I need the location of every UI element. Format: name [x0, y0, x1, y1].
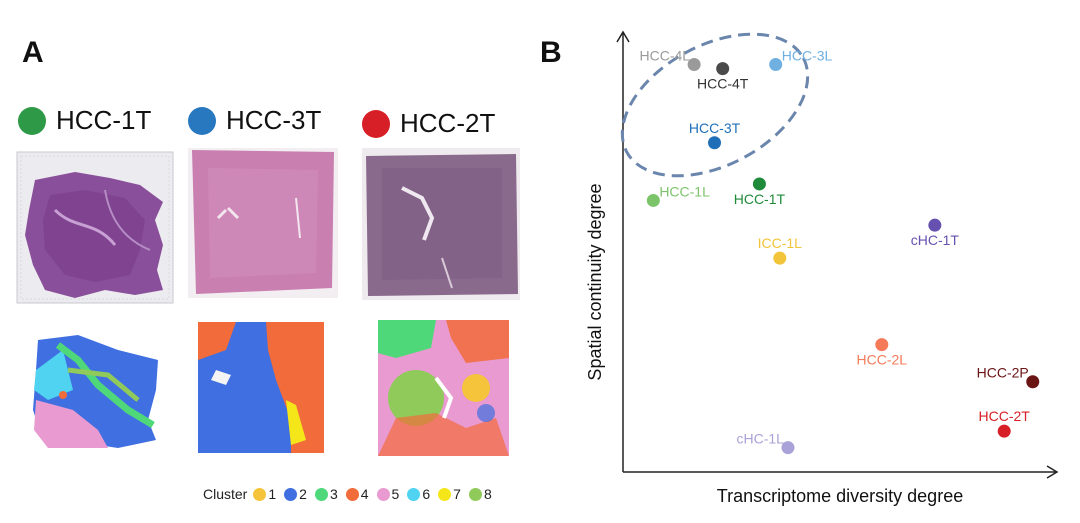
cluster-legend-item: 5 [376, 486, 399, 502]
point-label-hcc-3l: HCC-3L [782, 47, 833, 63]
point-label-icc-1l: ICC-1L [758, 235, 803, 251]
cluster-legend-item: 2 [284, 486, 307, 502]
point-hcc-3l [769, 57, 783, 71]
y-axis-label: Spatial continuity degree [585, 183, 605, 380]
x-axis-arrow [1046, 465, 1059, 479]
cluster-map-hcc-1t [28, 330, 163, 450]
point-label-hcc-2p: HCC-2P [977, 365, 1029, 381]
point-label-hcc-2l: HCC-2L [857, 352, 908, 368]
points-layer: HCC-4L HCC-4T HCC-3L HCC-3T HCC-1L HCC-1T cHC-… [640, 47, 1040, 455]
cluster-legend: Cluster 1 2 3 4 5 6 7 8 [203, 486, 500, 502]
he-image-hcc-2t [362, 148, 520, 300]
sample-color-dot [18, 106, 46, 135]
cluster-map-hcc-3t [196, 320, 326, 455]
sample-header-hcc-1t: HCC-1T [18, 105, 151, 136]
x-axis-label: Transcriptome diversity degree [717, 486, 963, 506]
he-image-hcc-1t [15, 150, 175, 305]
point-label-hcc-1l: HCC-1L [659, 183, 710, 199]
point-hcc-2t [997, 424, 1011, 438]
cluster-legend-item: 8 [468, 486, 492, 502]
he-image-hcc-3t [188, 148, 338, 298]
point-label-chc-1t: cHC-1T [911, 232, 960, 248]
sample-label: HCC-3T [226, 105, 322, 135]
cluster-legend-item: 1 [253, 486, 276, 502]
sample-color-dot [188, 106, 216, 135]
cluster-legend-item: 4 [345, 486, 369, 502]
point-chc-1t [928, 218, 942, 232]
point-hcc-2l [875, 338, 889, 352]
point-hcc-3t [708, 136, 722, 150]
sample-label: HCC-2T [400, 108, 496, 138]
panel-b-letter: B [540, 36, 562, 69]
sample-label: HCC-1T [56, 105, 152, 135]
panel-a-letter: A [22, 36, 44, 69]
point-label-hcc-1t: HCC-1T [734, 191, 786, 207]
sample-header-hcc-3t: HCC-3T [188, 105, 321, 136]
cluster-legend-item: 7 [438, 486, 461, 502]
cluster-legend-title: Cluster [203, 486, 248, 502]
cluster-legend-item: 3 [314, 486, 338, 502]
point-hcc-2p [1026, 375, 1040, 389]
point-icc-1l [773, 251, 787, 265]
point-hcc-4l [687, 57, 701, 71]
point-chc-1l [781, 441, 795, 455]
point-label-chc-1l: cHC-1L [736, 431, 784, 447]
point-hcc-1l [646, 193, 660, 207]
point-label-hcc-4t: HCC-4T [697, 76, 749, 92]
scatter-plot: HCC-4L HCC-4T HCC-3L HCC-3T HCC-1L HCC-1T cHC-… [585, 30, 1059, 506]
y-axis-arrow [616, 30, 630, 43]
point-hcc-1t [752, 177, 766, 191]
point-label-hcc-3t: HCC-3T [689, 120, 741, 136]
point-label-hcc-2t: HCC-2T [979, 408, 1031, 424]
cluster-map-hcc-2t [376, 318, 511, 458]
axes [616, 30, 1059, 479]
sample-color-dot [362, 109, 390, 138]
cluster-legend-item: 6 [407, 486, 430, 502]
point-label-hcc-4l: HCC-4L [640, 47, 691, 63]
sample-header-hcc-2t: HCC-2T [362, 108, 495, 139]
point-hcc-4t [716, 62, 730, 76]
